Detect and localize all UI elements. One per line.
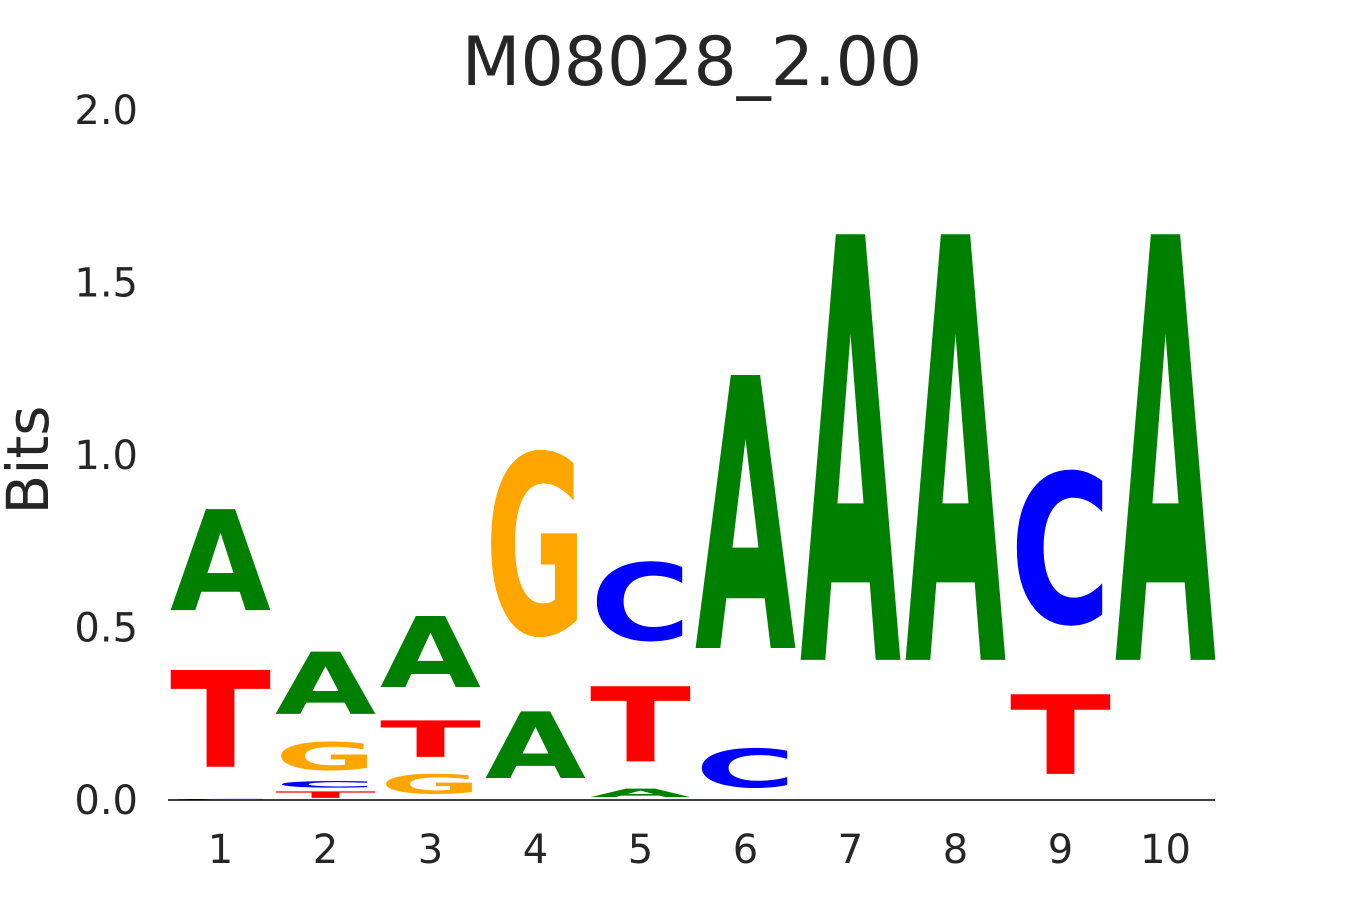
x-tick-label: 5 xyxy=(628,827,653,873)
logo-stack: GTA xyxy=(380,597,481,800)
logo-letter-a: A xyxy=(905,117,1007,797)
logo-stack: A xyxy=(905,117,1007,797)
logo-letter-c: C xyxy=(695,738,796,800)
chart-title: M08028_2.00 xyxy=(462,23,922,102)
y-tick-label: 1.0 xyxy=(74,433,138,479)
y-axis-label: Bits xyxy=(0,406,62,515)
logo-letter-g: G xyxy=(275,735,376,780)
x-tick-label: 9 xyxy=(1048,827,1073,873)
logo-letter-g: G xyxy=(380,769,481,800)
logo-stack: CA xyxy=(695,302,797,800)
logo-letter-a: A xyxy=(590,786,691,800)
logo-letter-t: T xyxy=(380,711,481,770)
logo-letter-a: A xyxy=(380,597,481,710)
y-tick-label: 1.5 xyxy=(74,261,138,307)
logo-letter-a: A xyxy=(170,481,271,643)
y-tick-label: 0.5 xyxy=(74,606,138,652)
y-axis-ticks: 0.0 0.5 1.0 1.5 2.0 xyxy=(74,88,138,824)
logo-letter-a: A xyxy=(275,636,376,735)
x-tick-label: 6 xyxy=(733,827,758,873)
logo-letter-a: A xyxy=(800,117,902,797)
logo-letter-c: C xyxy=(275,779,376,789)
logo-stack: A xyxy=(1115,117,1217,797)
logo-stack: A xyxy=(800,117,902,797)
x-tick-label: 3 xyxy=(418,827,443,873)
logo-letter-a: A xyxy=(695,302,797,737)
x-tick-label: 2 xyxy=(313,827,338,873)
x-tick-label: 7 xyxy=(838,827,863,873)
logo-stack: ATC xyxy=(590,542,691,800)
logo-letter-t: T xyxy=(590,667,691,787)
logo-letter-t: T xyxy=(1010,672,1111,800)
y-tick-label: 2.0 xyxy=(74,88,138,134)
logo-letter-g: G xyxy=(485,404,586,693)
logo-letter-a: A xyxy=(485,693,586,800)
logo-letter-a: A xyxy=(1115,117,1217,797)
logo-stacks: CTATCGAGTAAGATCCAAATCA xyxy=(170,117,1217,800)
x-axis-ticks: 1 2 3 4 5 6 7 8 9 10 xyxy=(208,827,1191,873)
x-tick-label: 1 xyxy=(208,827,233,873)
logo-stack: TC xyxy=(1010,432,1111,800)
y-tick-label: 0.0 xyxy=(74,778,138,824)
logo-letter-c: C xyxy=(590,542,691,666)
x-tick-label: 8 xyxy=(943,827,968,873)
x-tick-label: 10 xyxy=(1140,827,1191,873)
x-tick-label: 4 xyxy=(523,827,548,873)
logo-letter-t: T xyxy=(275,790,376,800)
logo-letter-c: C xyxy=(1010,432,1111,672)
logo-stack: AG xyxy=(485,404,586,800)
logo-letter-t: T xyxy=(170,645,271,799)
logo-stack: CTA xyxy=(170,481,271,800)
